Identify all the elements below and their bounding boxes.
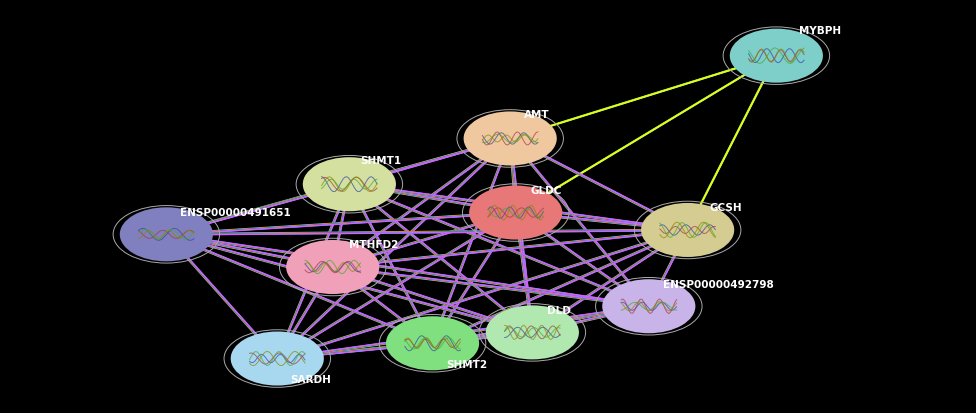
Ellipse shape [230,332,324,386]
Ellipse shape [464,112,556,166]
Text: SARDH: SARDH [291,375,332,385]
Text: MTHFD2: MTHFD2 [349,240,399,249]
Ellipse shape [120,208,213,262]
Ellipse shape [386,316,479,370]
Ellipse shape [286,240,380,294]
Ellipse shape [602,280,696,333]
Text: SHMT2: SHMT2 [446,359,487,369]
Text: SHMT1: SHMT1 [360,156,401,166]
Text: ENSP00000491651: ENSP00000491651 [180,207,291,217]
Text: AMT: AMT [523,110,549,120]
Ellipse shape [730,30,823,83]
Text: DLD: DLD [547,306,571,316]
Ellipse shape [469,186,562,240]
Ellipse shape [486,306,579,360]
Ellipse shape [303,158,396,212]
Text: ENSP00000492798: ENSP00000492798 [664,279,774,289]
Ellipse shape [641,204,734,257]
Text: GCSH: GCSH [710,203,743,213]
Text: GLDC: GLDC [530,185,561,195]
Text: MYBPH: MYBPH [798,26,840,36]
